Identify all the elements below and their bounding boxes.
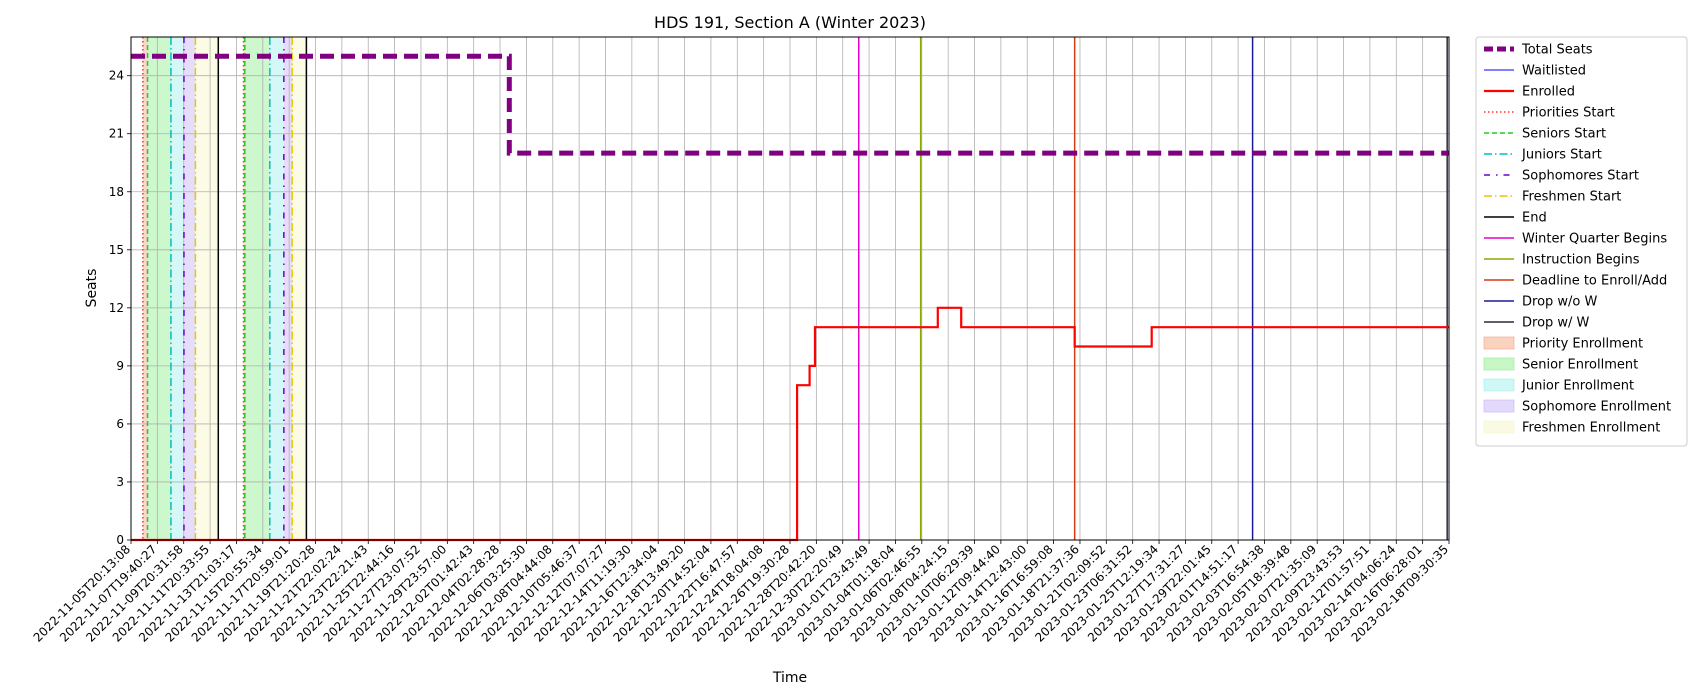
span-junior-enrollment: [269, 37, 284, 540]
span-junior-enrollment: [170, 37, 184, 540]
series-total-seats: [131, 53, 1449, 156]
span-priority-enrollment: [142, 37, 148, 540]
series-enrolled: [131, 306, 1449, 542]
legend-item-drop-w-o-w-label: Drop w/o W: [1522, 295, 1598, 310]
grid: [130, 37, 1450, 541]
y-axis-ticks: 0 3 6 9 12 15 18 21 24: [109, 69, 131, 547]
legend-item-seniors-start-label: Seniors Start: [1522, 127, 1606, 142]
legend-item-freshmen-enrollment-swatch: [1483, 420, 1515, 434]
y-tick-label: 21: [109, 127, 124, 141]
legend-item-drop-w-w-label: Drop w/ W: [1522, 316, 1590, 331]
legend-item-priorities-start-label: Priorities Start: [1522, 106, 1615, 121]
chart-title: HDS 191, Section A (Winter 2023): [654, 13, 926, 32]
legend-item-junior-enrollment-swatch: [1483, 378, 1515, 392]
y-axis-label: Seats: [84, 269, 100, 308]
legend-item-priority-enrollment-swatch: [1483, 336, 1515, 350]
legend-box: [1475, 36, 1688, 447]
legend: Total Seats Waitlisted Enrolled Priorities …: [1475, 36, 1688, 447]
legend-item-freshmen-start-label: Freshmen Start: [1522, 190, 1621, 205]
legend-item-winter-quarter-begins-label: Winter Quarter Begins: [1522, 232, 1667, 247]
y-tick-label: 15: [109, 243, 124, 257]
y-tick-label: 3: [116, 475, 124, 489]
enrollment-spans: [142, 37, 307, 540]
y-tick-label: 9: [116, 359, 124, 373]
y-tick-label: 12: [109, 301, 124, 315]
span-sophomore-enrollment: [283, 37, 293, 540]
y-tick-label: 18: [109, 185, 124, 199]
x-axis-ticks: 2022-11-05T20:13:082022-11-07T19:40:2720…: [31, 540, 1451, 645]
legend-item-sophomore-enrollment-label: Sophomore Enrollment: [1522, 400, 1671, 415]
legend-item-instruction-begins-label: Instruction Begins: [1522, 253, 1640, 268]
legend-item-juniors-start-label: Juniors Start: [1521, 148, 1602, 163]
legend-item-priority-enrollment-label: Priority Enrollment: [1522, 337, 1643, 352]
legend-item-end-label: End: [1522, 211, 1547, 226]
event-markers: [142, 37, 1448, 540]
legend-item-deadline-to-enroll-add-label: Deadline to Enroll/Add: [1522, 274, 1667, 289]
y-tick-label: 24: [109, 69, 124, 83]
span-freshmen-enrollment: [292, 37, 307, 540]
span-sophomore-enrollment: [183, 37, 196, 540]
x-axis-label: Time: [772, 670, 807, 686]
legend-item-waitlisted-label: Waitlisted: [1522, 64, 1586, 79]
legend-item-freshmen-enrollment-label: Freshmen Enrollment: [1522, 421, 1660, 436]
span-freshmen-enrollment: [195, 37, 219, 540]
legend-item-total-seats-label: Total Seats: [1521, 43, 1593, 58]
legend-item-senior-enrollment-label: Senior Enrollment: [1522, 358, 1638, 373]
span-senior-enrollment: [244, 37, 270, 540]
span-senior-enrollment: [147, 37, 171, 540]
legend-item-junior-enrollment-label: Junior Enrollment: [1521, 379, 1634, 394]
legend-item-sophomore-enrollment-swatch: [1483, 399, 1515, 413]
legend-item-enrolled-label: Enrolled: [1522, 85, 1575, 100]
y-tick-label: 6: [116, 417, 124, 431]
y-tick-label: 0: [116, 533, 124, 547]
legend-item-senior-enrollment-swatch: [1483, 357, 1515, 371]
legend-item-sophomores-start-label: Sophomores Start: [1522, 169, 1639, 184]
